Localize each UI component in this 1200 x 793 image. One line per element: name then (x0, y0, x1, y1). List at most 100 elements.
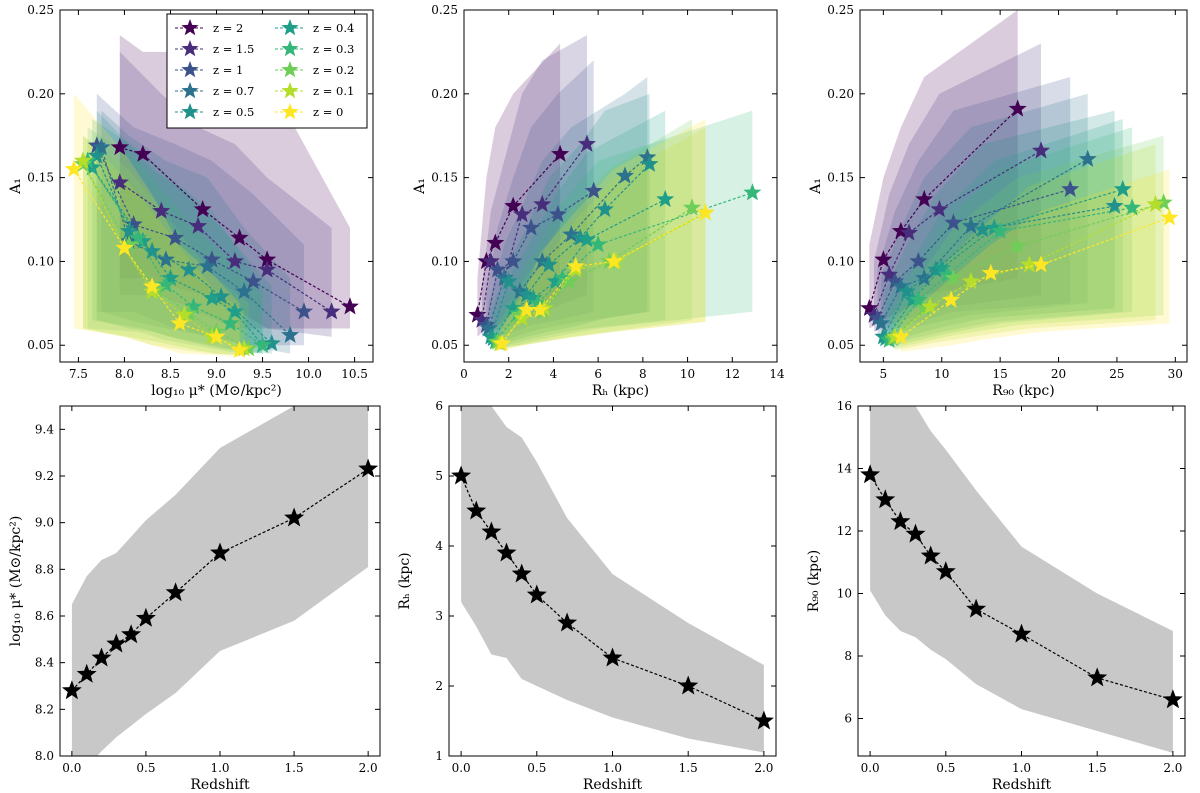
band-z=1 (877, 77, 1071, 336)
legend-label: z = 0.4 (313, 21, 354, 35)
plot-area (64, 35, 359, 358)
data-point-star (546, 272, 565, 290)
data-point-star (175, 305, 194, 323)
y-tick-label: 0.25 (27, 3, 54, 17)
data-point-star (486, 233, 505, 251)
axes-frame (859, 9, 1188, 363)
legend-label: z = 0.3 (313, 42, 354, 56)
confidence-band (870, 406, 1173, 753)
band-z=0 (900, 169, 1170, 352)
data-point-star (61, 680, 82, 700)
y-tick-label: 16 (837, 399, 852, 413)
data-point-star (510, 305, 529, 323)
band-z=0.4 (493, 110, 666, 347)
data-point-star (106, 633, 127, 653)
data-point-star (961, 272, 980, 290)
axes-frame (463, 9, 778, 363)
panel-A1_vs_R90: 5 10 15 20 25 30 0.05 0.10 0.15 0.20 0.25 R₉₀ (kpc)… (808, 3, 1188, 399)
data-point-star (973, 220, 992, 238)
data-point-star (504, 196, 523, 214)
panel-Rh_vs_z: 0.0 0.5 1.0 1.5 2.0 1 2 3 4 5 6 Redshift Rₕ (kpc) (397, 399, 777, 793)
y-axis-label: log₁₀ μ* (M⊙/kpc²) (8, 516, 24, 647)
series-line-z=1.5 (873, 150, 1042, 316)
x-tick-label: 0.5 (527, 761, 546, 775)
data-point-star (577, 134, 596, 152)
data-point-star (193, 200, 212, 218)
y-tick-label: 9.0 (35, 516, 54, 530)
x-tick-label: 0.5 (936, 761, 955, 775)
series-line-z=1 (485, 190, 595, 326)
data-point-star (1146, 194, 1165, 213)
data-point-star (322, 302, 341, 320)
data-point-star (64, 159, 83, 177)
y-tick-label: 8.0 (35, 749, 54, 763)
data-point-star (638, 148, 657, 166)
data-point-star (120, 221, 139, 239)
legend-star (281, 19, 299, 36)
plot-area (860, 406, 1183, 753)
data-point-star (589, 235, 608, 253)
data-point-star (920, 545, 941, 565)
data-point-star (244, 272, 263, 290)
y-tick-label: 0.20 (27, 87, 54, 101)
y-tick-label: 0.25 (827, 3, 854, 17)
data-point-star (683, 198, 702, 216)
data-point-star (294, 302, 313, 320)
data-point-star (1123, 198, 1142, 216)
data-point-star (539, 255, 558, 273)
data-point-star (166, 228, 185, 246)
data-point-star (258, 250, 277, 268)
x-axis-label: Redshift (190, 777, 250, 793)
data-point-star (526, 584, 547, 604)
data-point-star (522, 218, 541, 236)
data-point-star (1008, 99, 1027, 117)
legend-star (281, 61, 299, 78)
data-point-star (143, 282, 162, 300)
data-point-star (915, 189, 934, 208)
series-line-z=1.5 (481, 143, 588, 321)
x-tick-label: 0 (460, 367, 468, 381)
series-line-z=2 (476, 153, 561, 316)
data-point-star (87, 146, 106, 164)
legend-label: z = 1 (213, 63, 243, 77)
x-tick-label: 1.5 (679, 761, 698, 775)
data-point-star (891, 277, 910, 295)
data-point-star (135, 607, 156, 627)
data-point-star (225, 302, 244, 320)
x-tick-label: 25 (1109, 367, 1124, 381)
data-point-star (179, 260, 198, 278)
data-point-star (133, 231, 152, 249)
y-tick-label: 8.6 (35, 609, 54, 623)
plot-area (61, 406, 379, 756)
data-point-star (560, 272, 579, 290)
legend-star (181, 103, 199, 120)
data-point-star (124, 215, 143, 233)
data-point-star (533, 194, 552, 213)
y-tick-label: 14 (837, 462, 853, 476)
data-point-star (553, 268, 572, 286)
x-tick-label: 0.0 (861, 761, 880, 775)
data-point-star (595, 200, 614, 218)
x-tick-label: 9.5 (253, 367, 272, 381)
data-point-star (115, 238, 134, 256)
data-point-star (202, 288, 221, 306)
data-point-star (161, 268, 180, 286)
x-tick-label: 8 (639, 367, 647, 381)
data-point-star (551, 144, 570, 162)
x-tick-label: 1.0 (1012, 761, 1031, 775)
panel-A1_vs_mu: 7.5 8.0 8.5 9.0 9.5 10.0 10.5 0.05 0.10 0.15 0.20 0… (8, 3, 374, 399)
y-tick-label: 0.10 (431, 254, 458, 268)
x-tick-label: 9.0 (207, 367, 226, 381)
data-point-star (481, 521, 502, 541)
plot-area (468, 35, 762, 352)
data-point-star (860, 464, 881, 484)
data-point-star (557, 612, 578, 632)
legend-label: z = 0.2 (313, 63, 354, 77)
confidence-band (461, 406, 764, 753)
x-tick-label: 1.5 (1088, 761, 1107, 775)
y-tick-label: 0.20 (827, 87, 854, 101)
x-tick-label: 10 (934, 367, 949, 381)
band-z=0.3 (889, 127, 1133, 347)
x-tick-label: 10 (680, 367, 695, 381)
legend-box (166, 13, 368, 129)
